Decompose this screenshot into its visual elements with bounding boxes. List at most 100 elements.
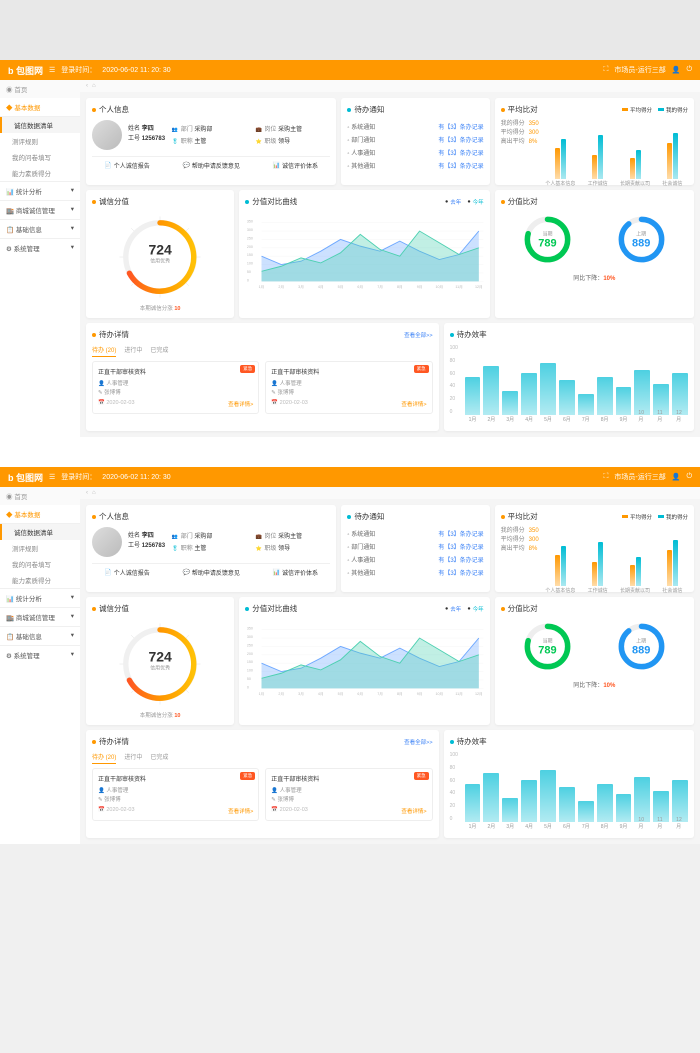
sidebar-item-2[interactable]: 我的问卷填写 bbox=[0, 149, 80, 165]
eff-bar: 4月 bbox=[521, 780, 537, 822]
sidebar-item-0[interactable]: 诚信数据清单 bbox=[0, 524, 80, 540]
sidebar-group-3[interactable]: ⚙ 系统管理▾ bbox=[0, 645, 80, 664]
notice-row[interactable]: ◦ 其他通知有【3】条办记录 bbox=[347, 159, 483, 172]
logo: b 包图网 bbox=[8, 64, 43, 77]
notice-row[interactable]: ◦ 系统通知有【3】条办记录 bbox=[347, 527, 483, 540]
sidebar-cat-basic[interactable]: ◆ 基本数据 bbox=[0, 98, 80, 117]
todo-card[interactable]: 紧急正直干部审核资料👤 人事管理✎ 张博博📅 2020-02-03查看详情> bbox=[265, 361, 432, 414]
card-todo: 待办详情 查看全部>> 待办 (20)进行中已完成 紧急正直干部审核资料👤 人事… bbox=[86, 730, 439, 838]
svg-text:6月: 6月 bbox=[358, 691, 364, 696]
svg-text:1月: 1月 bbox=[259, 691, 265, 696]
notice-row[interactable]: ◦ 人事通知有【3】条办记录 bbox=[347, 146, 483, 159]
notice-row[interactable]: ◦ 部门通知有【3】条办记录 bbox=[347, 133, 483, 146]
link-system[interactable]: 📊诚信评价体系 bbox=[273, 568, 319, 577]
svg-text:350: 350 bbox=[247, 220, 253, 224]
sidebar-cat-basic[interactable]: ◆ 基本数据 bbox=[0, 505, 80, 524]
card-efficiency: 待办效率 100806040200 1月2月3月4月5月6月7月8月9月10月1… bbox=[444, 730, 694, 838]
power-icon[interactable]: ⏻ bbox=[686, 66, 692, 74]
todo-tab[interactable]: 已完成 bbox=[150, 752, 168, 764]
expand-icon[interactable]: ⛶ bbox=[603, 66, 608, 74]
sidebar-group-2[interactable]: 📋 基础信息▾ bbox=[0, 219, 80, 238]
todo-card[interactable]: 紧急正直干部审核资料👤 人事管理✎ 张博博📅 2020-02-03查看详情> bbox=[265, 768, 432, 821]
todo-tab[interactable]: 进行中 bbox=[124, 752, 142, 764]
svg-text:5月: 5月 bbox=[338, 284, 344, 289]
login-time: 2020-06-02 11: 20: 30 bbox=[102, 474, 170, 481]
todo-tab[interactable]: 待办 (20) bbox=[92, 752, 116, 764]
sidebar-group-3[interactable]: ⚙ 系统管理▾ bbox=[0, 238, 80, 257]
gauge-value: 724 bbox=[148, 648, 171, 664]
todo-more[interactable]: 查看全部>> bbox=[404, 738, 432, 746]
todo-card[interactable]: 紧急正直干部审核资料👤 人事管理✎ 张博博📅 2020-02-03查看详情> bbox=[92, 361, 259, 414]
svg-text:0: 0 bbox=[247, 685, 249, 689]
user-icon[interactable]: 👤 bbox=[672, 473, 681, 481]
link-feedback[interactable]: 💬帮助申请反馈意见 bbox=[182, 161, 240, 170]
eff-bar: 4月 bbox=[521, 373, 537, 415]
svg-text:300: 300 bbox=[247, 635, 253, 639]
svg-text:7月: 7月 bbox=[377, 691, 383, 696]
svg-text:2月: 2月 bbox=[279, 691, 285, 696]
notice-row[interactable]: ◦ 系统通知有【3】条办记录 bbox=[347, 120, 483, 133]
svg-text:9月: 9月 bbox=[417, 691, 423, 696]
card-gauge: 诚信分值 bbox=[86, 190, 234, 318]
svg-text:11月: 11月 bbox=[456, 284, 463, 289]
sidebar-group-2[interactable]: 📋 基础信息▾ bbox=[0, 626, 80, 645]
svg-text:200: 200 bbox=[247, 652, 253, 656]
todo-tab[interactable]: 待办 (20) bbox=[92, 345, 116, 357]
card-profile: 个人信息 姓名 李四 工号 1256783 👥 部门 采购部 💼 岗位 采购主管… bbox=[86, 98, 336, 185]
sidebar-home[interactable]: ◉ 首页 bbox=[0, 80, 80, 98]
link-report[interactable]: 📄个人诚信报告 bbox=[104, 161, 150, 170]
sidebar-group-1[interactable]: 🏬 商城诚信管理▾ bbox=[0, 200, 80, 219]
card-profile: 个人信息 姓名 李四 工号 1256783 👥 部门 采购部 💼 岗位 采购主管… bbox=[86, 505, 336, 592]
todo-card[interactable]: 紧急正直干部审核资料👤 人事管理✎ 张博博📅 2020-02-03查看详情> bbox=[92, 768, 259, 821]
sidebar-item-3[interactable]: 能力素质得分 bbox=[0, 165, 80, 181]
notice-row[interactable]: ◦ 人事通知有【3】条办记录 bbox=[347, 553, 483, 566]
menu-icon[interactable]: ☰ bbox=[49, 473, 55, 481]
eff-bar: 8月 bbox=[597, 377, 613, 416]
menu-icon[interactable]: ☰ bbox=[49, 66, 55, 74]
logo: b 包图网 bbox=[8, 471, 43, 484]
eff-bar: 10月 bbox=[634, 370, 650, 416]
sidebar-item-2[interactable]: 我的问卷填写 bbox=[0, 556, 80, 572]
svg-text:4月: 4月 bbox=[318, 284, 324, 289]
expand-icon[interactable]: ⛶ bbox=[603, 473, 608, 481]
card-compare: 分值比对 当期789 上期889 同比下降：10% bbox=[495, 190, 694, 318]
svg-text:7月: 7月 bbox=[377, 284, 383, 289]
card-curve: 分值对比曲线 ● 去年● 今年 0501001502002503003501月2… bbox=[239, 597, 489, 725]
svg-text:100: 100 bbox=[247, 262, 253, 266]
todo-tab[interactable]: 已完成 bbox=[150, 345, 168, 357]
power-icon[interactable]: ⏻ bbox=[686, 473, 692, 481]
sidebar-group-1[interactable]: 🏬 商城诚信管理▾ bbox=[0, 607, 80, 626]
sidebar-group-0[interactable]: 📊 统计分析▾ bbox=[0, 588, 80, 607]
sidebar-item-1[interactable]: 测评规则 bbox=[0, 133, 80, 149]
svg-text:8月: 8月 bbox=[397, 284, 403, 289]
login-time: 2020-06-02 11: 20: 30 bbox=[102, 67, 170, 74]
link-feedback[interactable]: 💬帮助申请反馈意见 bbox=[182, 568, 240, 577]
sidebar-item-0[interactable]: 诚信数据清单 bbox=[0, 117, 80, 133]
sidebar-item-3[interactable]: 能力素质得分 bbox=[0, 572, 80, 588]
todo-tab[interactable]: 进行中 bbox=[124, 345, 142, 357]
eff-bar: 5月 bbox=[540, 363, 556, 416]
link-report[interactable]: 📄个人诚信报告 bbox=[104, 568, 150, 577]
eff-bar: 10月 bbox=[634, 777, 650, 823]
user-role[interactable]: 市场员-运行三部 bbox=[614, 65, 665, 75]
svg-text:250: 250 bbox=[247, 236, 253, 240]
sidebar-item-1[interactable]: 测评规则 bbox=[0, 540, 80, 556]
card-todo: 待办详情 查看全部>> 待办 (20)进行中已完成 紧急正直干部审核资料👤 人事… bbox=[86, 323, 439, 431]
todo-more[interactable]: 查看全部>> bbox=[404, 331, 432, 339]
notice-row[interactable]: ◦ 部门通知有【3】条办记录 bbox=[347, 540, 483, 553]
card-notice: 待办通知 ◦ 系统通知有【3】条办记录◦ 部门通知有【3】条办记录◦ 人事通知有… bbox=[341, 505, 489, 592]
sidebar-group-0[interactable]: 📊 统计分析▾ bbox=[0, 181, 80, 200]
link-system[interactable]: 📊诚信评价体系 bbox=[273, 161, 319, 170]
sidebar-home[interactable]: ◉ 首页 bbox=[0, 487, 80, 505]
notice-row[interactable]: ◦ 其他通知有【3】条办记录 bbox=[347, 566, 483, 579]
eff-bar: 7月 bbox=[578, 394, 594, 415]
login-time-label: 登录时间： bbox=[61, 472, 96, 482]
card-avg: 平均比对 平均得分我的得分 我的得分350 平均得分300 高出平均8% 个人基… bbox=[495, 505, 694, 592]
user-role[interactable]: 市场员-运行三部 bbox=[614, 472, 665, 482]
svg-text:350: 350 bbox=[247, 627, 253, 631]
notice-list: ◦ 系统通知有【3】条办记录◦ 部门通知有【3】条办记录◦ 人事通知有【3】条办… bbox=[347, 527, 483, 579]
eff-bar: 8月 bbox=[597, 784, 613, 823]
user-icon[interactable]: 👤 bbox=[672, 66, 681, 74]
card-curve: 分值对比曲线 ● 去年● 今年 0501001502002503003501月2… bbox=[239, 190, 489, 318]
page-banner bbox=[0, 0, 700, 60]
